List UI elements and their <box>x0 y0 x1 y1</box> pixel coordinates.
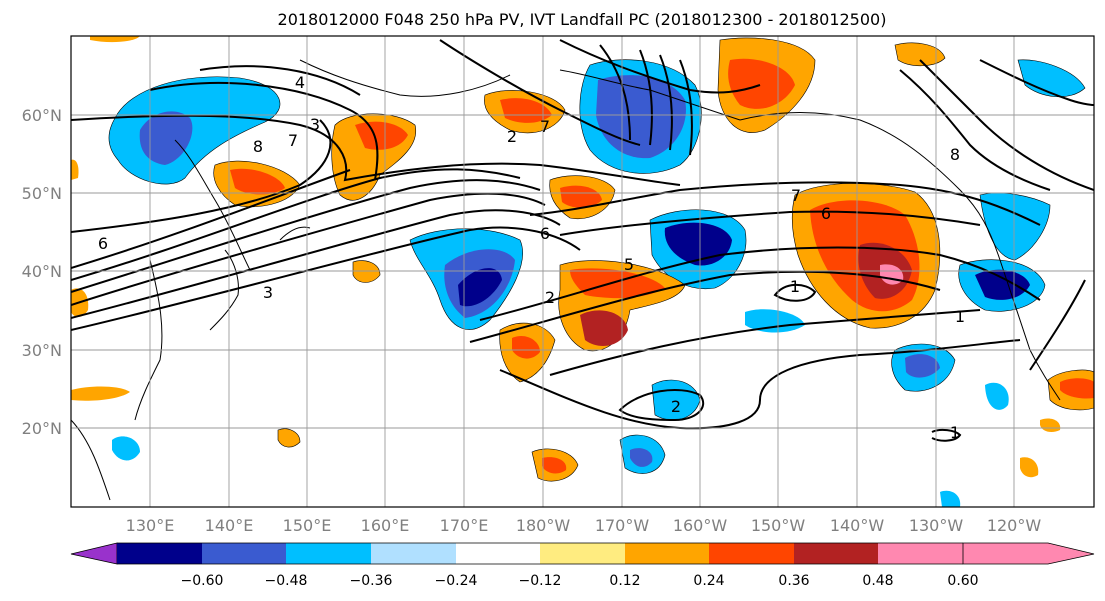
map-area: 4 3 8 7 2 7 8 7 6 6 6 5 3 2 1 1 2 1 <box>71 36 1094 507</box>
longitude-label: 130°W <box>909 516 964 535</box>
colorbar-tick-label: 0.12 <box>609 573 640 589</box>
latitude-axis: 60°N 50°N 40°N 30°N 20°N <box>22 106 62 438</box>
contour-label: 2 <box>545 288 555 307</box>
colorbar-segment <box>117 543 202 564</box>
contour-label: 6 <box>821 204 831 223</box>
contour-label: 3 <box>263 283 273 302</box>
latitude-label: 50°N <box>22 184 62 203</box>
colorbar-segment <box>540 543 625 564</box>
longitude-label: 140°E <box>205 516 254 535</box>
colorbar-extend-max <box>962 542 1095 565</box>
latitude-label: 30°N <box>22 341 62 360</box>
longitude-label: 150°E <box>283 516 332 535</box>
contour-label: 8 <box>253 137 263 156</box>
colorbar-extend-min <box>70 542 118 565</box>
graticule <box>71 36 1094 507</box>
colorbar-tick-label: −0.60 <box>181 573 224 589</box>
contour-label: 2 <box>671 397 681 416</box>
colorbar-segment <box>286 543 371 564</box>
colorbar-tick-label: −0.48 <box>265 573 308 589</box>
contour-label-group: 4 3 8 7 2 7 8 7 6 6 6 5 3 2 1 1 2 1 <box>98 73 965 442</box>
colorbar-segment <box>371 543 456 564</box>
colorbar-tick-label: 0.48 <box>862 573 893 589</box>
longitude-axis: 130°E 140°E 150°E 160°E 170°E 180°W 170°… <box>126 516 1042 535</box>
contour-label: 1 <box>790 277 800 296</box>
contour-label: 4 <box>295 73 305 92</box>
contour-label: 7 <box>540 117 550 136</box>
contour-label: 1 <box>950 423 960 442</box>
longitude-label: 160°W <box>673 516 728 535</box>
longitude-label: 170°E <box>440 516 489 535</box>
longitude-label: 180°W <box>516 516 571 535</box>
colorbar-tick-label: −0.36 <box>350 573 393 589</box>
contour-label: 7 <box>288 131 298 150</box>
colorbar-tick-label: −0.12 <box>519 573 562 589</box>
contour-label: 2 <box>507 127 517 146</box>
contour-label: 6 <box>540 224 550 243</box>
longitude-label: 140°W <box>830 516 885 535</box>
colorbar: −0.60 −0.48 −0.36 −0.24 −0.12 0.12 0.24 … <box>70 542 1095 589</box>
colorbar-segment <box>878 543 963 564</box>
colorbar-segment <box>794 543 878 564</box>
colorbar-segment <box>202 543 286 564</box>
latitude-label: 40°N <box>22 262 62 281</box>
contour-label: 3 <box>310 115 320 134</box>
map-frame <box>70 35 1095 508</box>
contour-label: 5 <box>624 255 634 274</box>
contour-label: 1 <box>955 307 965 326</box>
latitude-label: 20°N <box>22 419 62 438</box>
contour-label: 7 <box>791 186 801 205</box>
longitude-label: 130°E <box>126 516 175 535</box>
colorbar-segment <box>625 543 709 564</box>
colorbar-tick-label: 0.36 <box>778 573 809 589</box>
figure-title: 2018012000 F048 250 hPa PV, IVT Landfall… <box>278 10 887 29</box>
longitude-label: 150°W <box>751 516 806 535</box>
longitude-label: 160°E <box>361 516 410 535</box>
contour-label: 6 <box>98 234 108 253</box>
longitude-label: 170°W <box>595 516 650 535</box>
colorbar-segment <box>456 543 540 564</box>
colorbar-tick-label: 0.60 <box>947 573 978 589</box>
colorbar-segment <box>709 543 794 564</box>
longitude-label: 120°W <box>987 516 1042 535</box>
contour-label: 8 <box>950 145 960 164</box>
latitude-label: 60°N <box>22 106 62 125</box>
colorbar-tick-label: 0.24 <box>693 573 724 589</box>
colorbar-tick-label: −0.24 <box>435 573 478 589</box>
pv-shading <box>71 36 1094 507</box>
ivt-contours <box>71 39 1094 442</box>
